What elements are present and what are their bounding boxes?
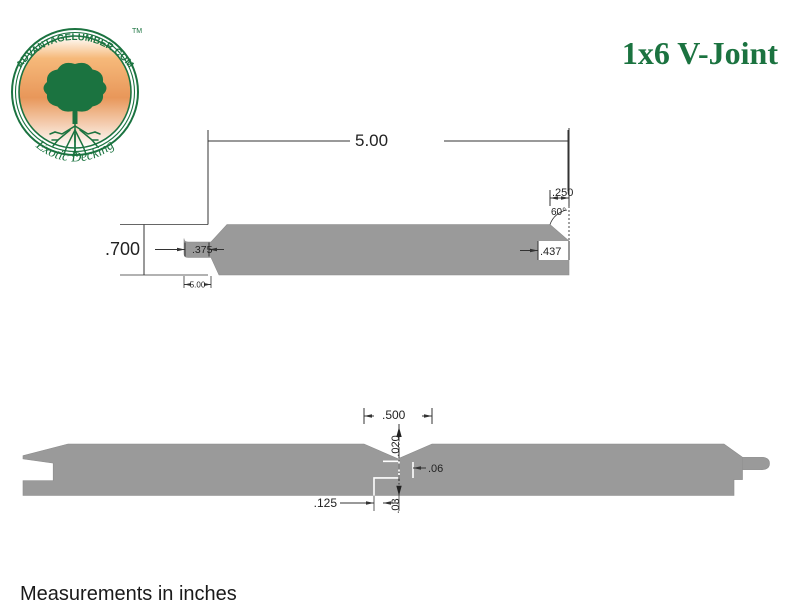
svg-text:5.00: 5.00 bbox=[190, 281, 206, 290]
svg-text:Measurements in inches: Measurements in inches bbox=[20, 583, 237, 605]
svg-text:.500: .500 bbox=[382, 408, 406, 422]
svg-text:.06: .06 bbox=[428, 463, 443, 475]
svg-text:.020: .020 bbox=[390, 435, 402, 456]
svg-text:1x6 V-Joint: 1x6 V-Joint bbox=[622, 35, 779, 71]
svg-text:5.00: 5.00 bbox=[355, 131, 388, 150]
svg-text:.03: .03 bbox=[390, 498, 402, 513]
svg-text:.375: .375 bbox=[192, 244, 213, 256]
svg-text:.125: .125 bbox=[314, 496, 338, 510]
svg-text:.250: .250 bbox=[552, 187, 573, 199]
svg-text:TM: TM bbox=[132, 28, 142, 35]
svg-text:60°: 60° bbox=[551, 207, 566, 218]
svg-text:.437: .437 bbox=[540, 246, 561, 258]
svg-text:.700: .700 bbox=[105, 239, 140, 259]
